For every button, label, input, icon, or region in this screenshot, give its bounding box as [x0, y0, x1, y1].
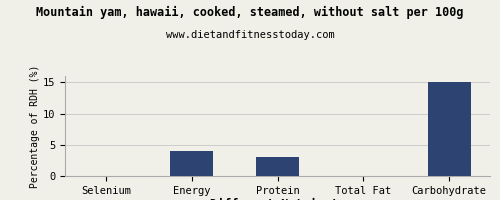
Y-axis label: Percentage of RDH (%): Percentage of RDH (%): [30, 64, 40, 188]
Bar: [428, 82, 470, 176]
Bar: [170, 151, 213, 176]
X-axis label: Different Nutrients: Different Nutrients: [210, 198, 345, 200]
Text: www.dietandfitnesstoday.com: www.dietandfitnesstoday.com: [166, 30, 334, 40]
Text: Mountain yam, hawaii, cooked, steamed, without salt per 100g: Mountain yam, hawaii, cooked, steamed, w…: [36, 6, 464, 19]
Bar: [256, 157, 299, 176]
